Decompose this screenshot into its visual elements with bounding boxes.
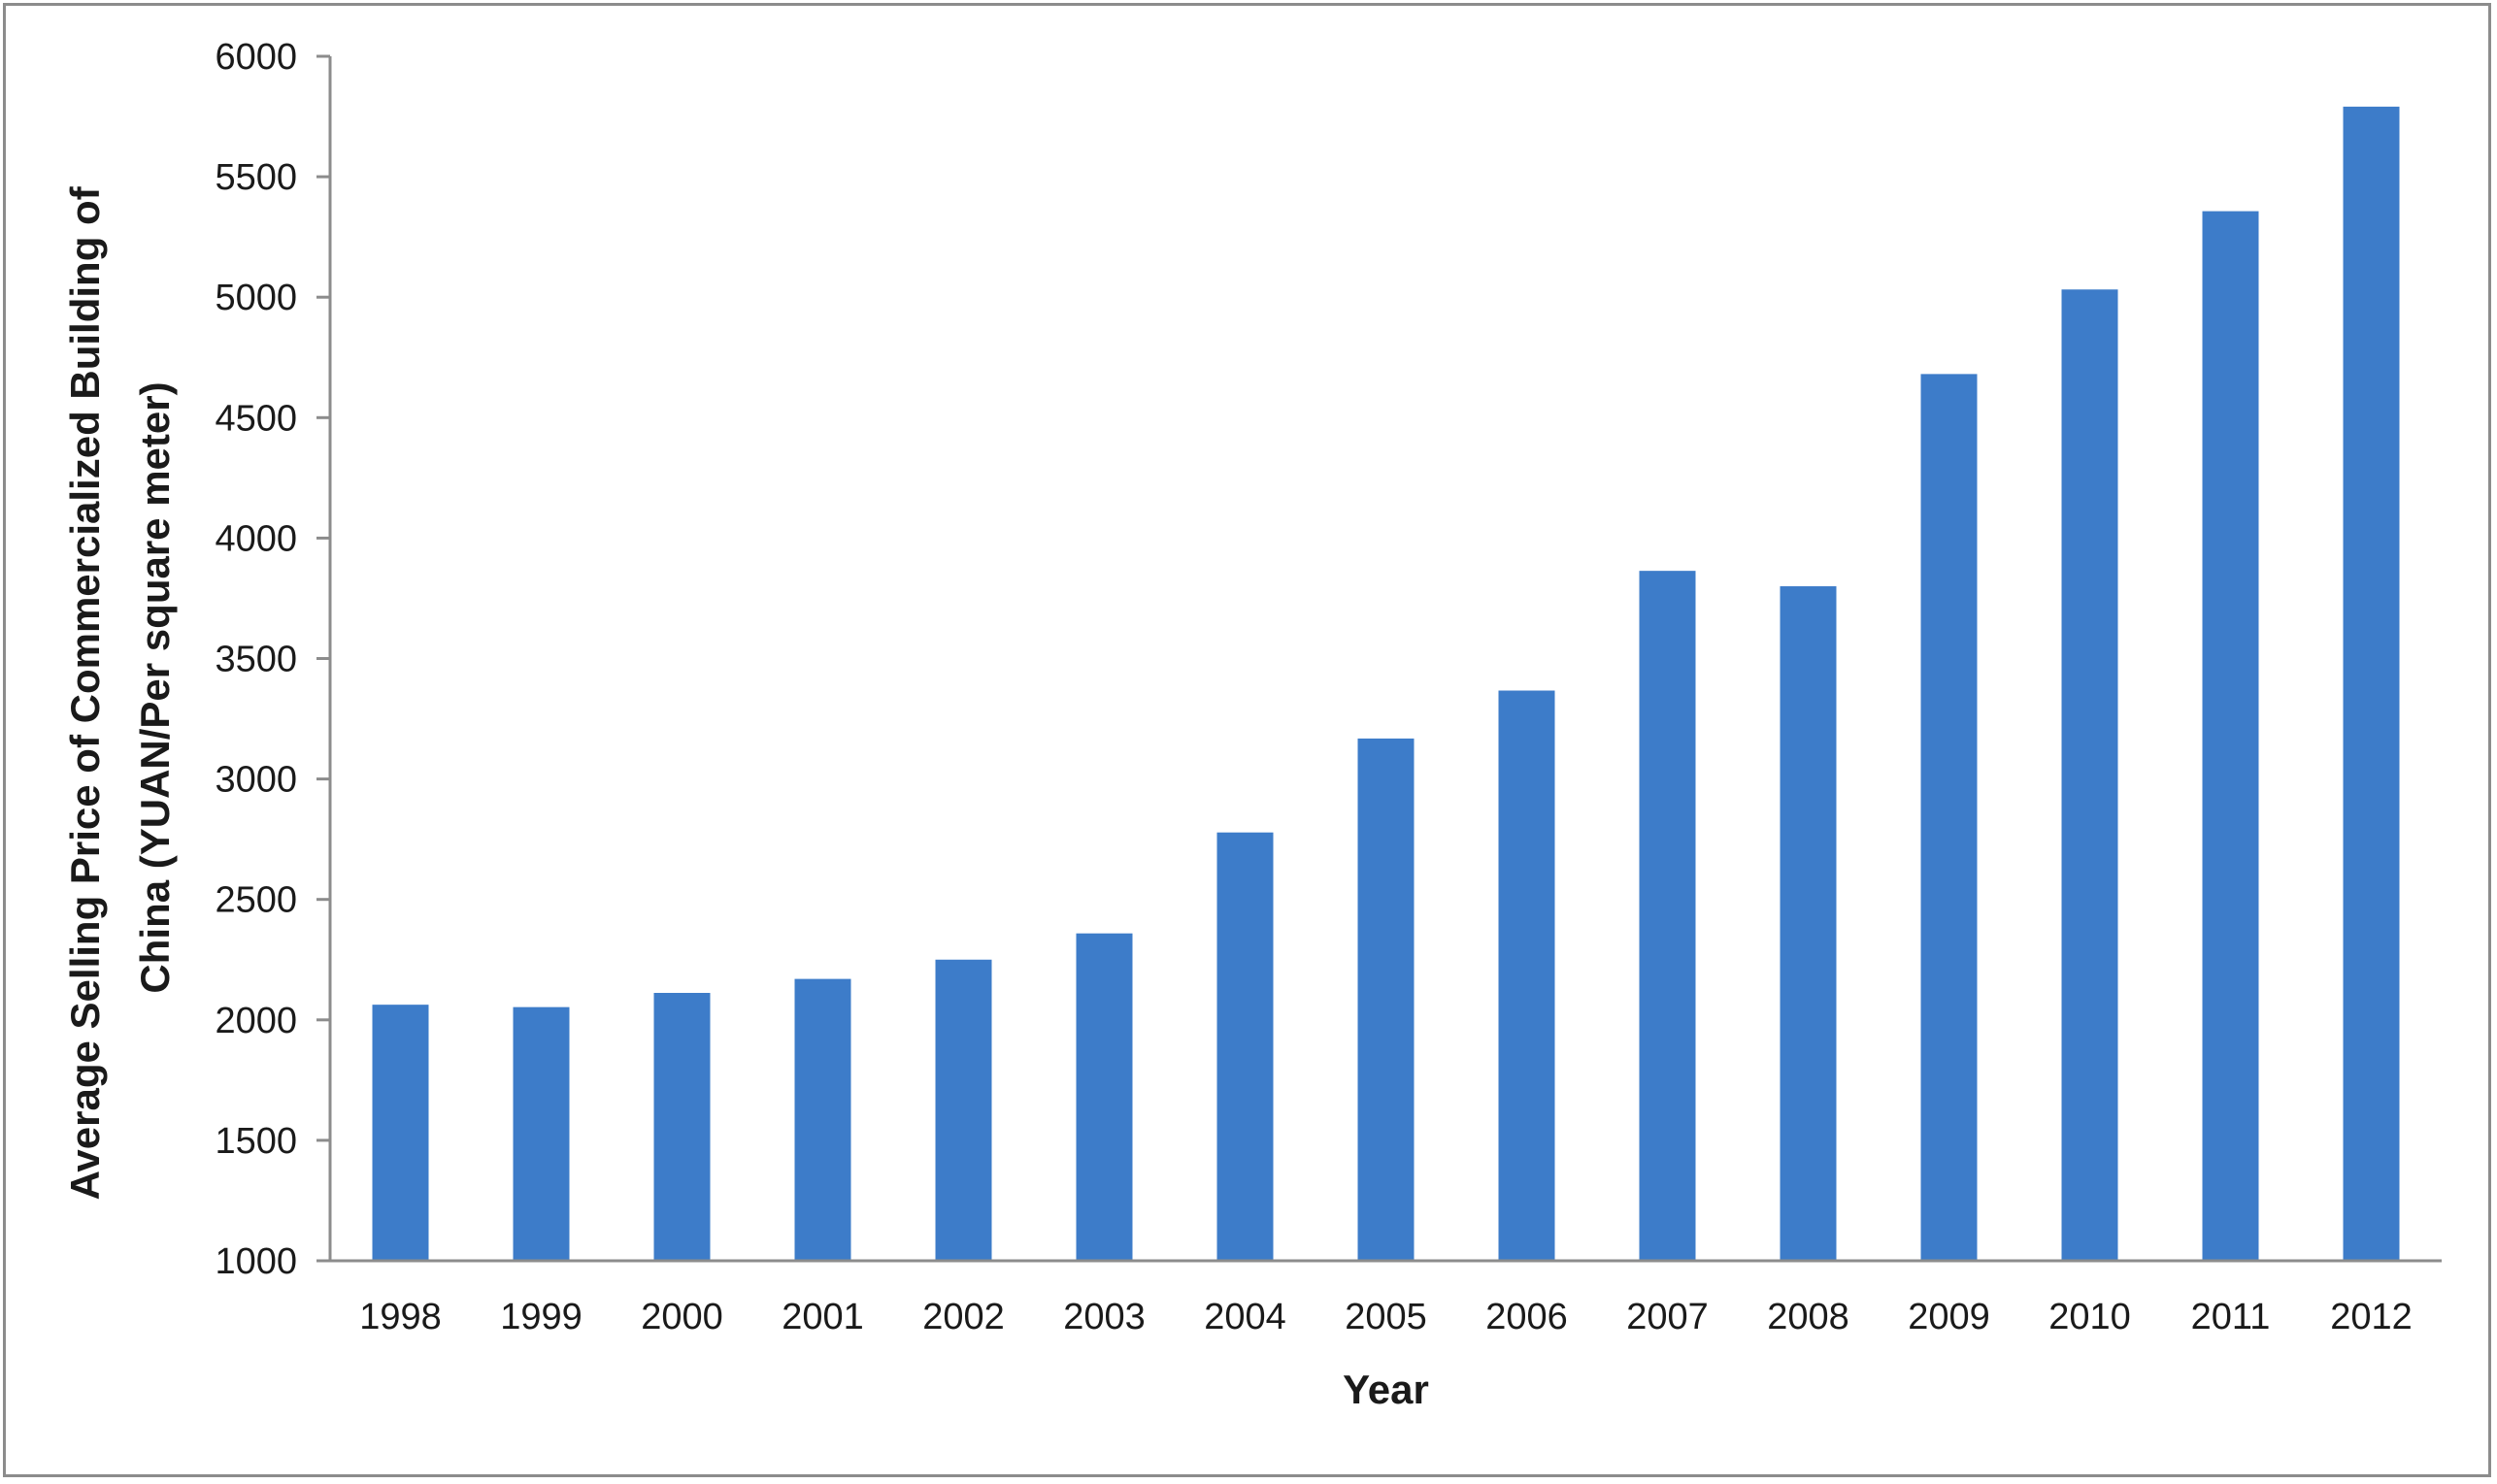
y-tick-label: 1000 [215, 1241, 297, 1282]
x-tick-label: 2008 [1767, 1297, 1849, 1337]
y-tick-label: 3000 [215, 760, 297, 801]
bar-2007 [1639, 571, 1696, 1261]
x-tick-label: 2001 [782, 1297, 864, 1337]
bar-2001 [794, 978, 851, 1261]
bar-2012 [2343, 106, 2400, 1262]
bar-2010 [2061, 289, 2118, 1262]
y-tick-label: 2500 [215, 880, 297, 921]
y-tick-label: 2000 [215, 1001, 297, 1041]
x-tick-label: 2004 [1204, 1297, 1286, 1337]
bar-2005 [1357, 738, 1415, 1261]
bars [372, 106, 2400, 1262]
bar-2004 [1216, 832, 1274, 1261]
x-tick-label: 2011 [2191, 1297, 2271, 1337]
x-axis-title: Year [1343, 1367, 1429, 1412]
y-axis-ticks: 1000 1500 2000 2500 3000 3500 4000 4500 5000 5500… [215, 37, 330, 1282]
y-axis-title-line-2: China (YUAN/Per square meter) [132, 381, 178, 993]
bar-1999 [513, 1006, 570, 1261]
y-tick-label: 4000 [215, 518, 297, 559]
x-tick-label: 2005 [1345, 1297, 1427, 1337]
bar-1998 [372, 1005, 429, 1261]
y-tick-label: 3500 [215, 640, 297, 680]
bar-2002 [935, 959, 992, 1261]
x-tick-label: 2012 [2330, 1297, 2413, 1337]
x-tick-label: 2003 [1063, 1297, 1146, 1337]
x-tick-label: 2010 [2048, 1297, 2131, 1337]
y-tick-label: 6000 [215, 37, 297, 78]
bar-2009 [1920, 374, 1978, 1261]
y-tick-label: 1500 [215, 1121, 297, 1162]
x-tick-label: 2006 [1485, 1297, 1568, 1337]
y-tick-label: 5500 [215, 157, 297, 198]
bar-2000 [653, 993, 711, 1261]
x-tick-label: 1998 [359, 1297, 442, 1337]
x-tick-label: 1999 [500, 1297, 583, 1337]
x-axis-ticks: 1998 1999 2000 2001 2002 2003 2004 2005 2006 2007… [359, 1297, 2413, 1337]
bar-2003 [1076, 933, 1133, 1261]
y-tick-label: 4500 [215, 398, 297, 439]
bar-2008 [1780, 586, 1837, 1261]
bar-2011 [2202, 211, 2259, 1261]
x-tick-label: 2009 [1908, 1297, 1990, 1337]
y-tick-label: 5000 [215, 278, 297, 318]
y-axis-title-line-1: Average Selling Price of Commercialized … [62, 185, 108, 1200]
x-tick-label: 2002 [922, 1297, 1005, 1337]
x-tick-label: 2000 [641, 1297, 723, 1337]
x-tick-label: 2007 [1626, 1297, 1709, 1337]
bar-2006 [1498, 690, 1555, 1261]
y-axis-title: Average Selling Price of Commercialized … [62, 176, 178, 1201]
